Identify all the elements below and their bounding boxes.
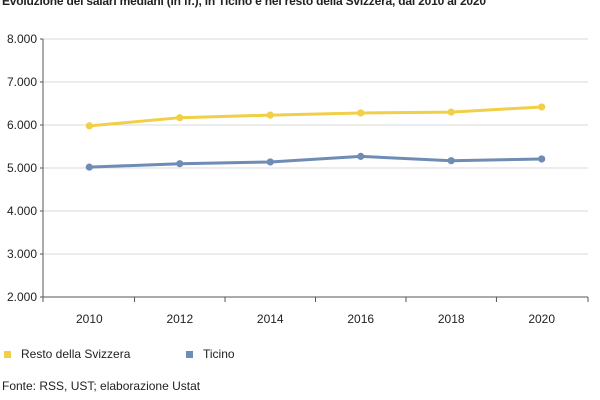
x-tick-label: 2016 xyxy=(347,312,374,326)
y-tick-label: 6.000 xyxy=(7,118,37,132)
source-note: Fonte: RSS, UST; elaborazione Ustat xyxy=(2,379,201,393)
gridlines xyxy=(43,38,588,298)
x-tick-label: 2014 xyxy=(257,312,284,326)
x-tick-label: 2018 xyxy=(438,312,465,326)
data-point-resto xyxy=(176,114,184,122)
y-tick-label: 5.000 xyxy=(7,161,37,175)
data-point-resto xyxy=(85,122,93,130)
legend-item-resto: Resto della Svizzera xyxy=(4,347,130,361)
data-point-resto xyxy=(266,111,274,119)
y-tick-label: 7.000 xyxy=(7,75,37,89)
data-point-resto xyxy=(447,108,455,116)
y-tick-label: 8.000 xyxy=(7,32,37,46)
y-tick-labels: 2.000 3.000 4.000 5.000 6.000 7.000 8.000 xyxy=(7,32,37,304)
data-point-ticino xyxy=(266,158,274,166)
data-point-ticino xyxy=(176,160,184,168)
data-point-ticino xyxy=(357,152,365,160)
x-tick-labels: 2010 2012 2014 2016 2018 2020 xyxy=(76,312,555,326)
x-tick-label: 2020 xyxy=(528,312,555,326)
series-lines xyxy=(85,103,546,171)
data-point-ticino xyxy=(538,155,546,163)
legend-label-resto: Resto della Svizzera xyxy=(21,347,131,361)
data-point-ticino xyxy=(85,163,93,171)
data-point-ticino xyxy=(447,157,455,165)
y-tick-label: 4.000 xyxy=(7,204,37,218)
legend-swatch-ticino xyxy=(186,350,193,358)
data-point-resto xyxy=(357,109,365,117)
data-point-resto xyxy=(538,103,546,111)
series-line-ticino xyxy=(89,154,542,169)
legend-swatch-resto xyxy=(4,350,11,358)
chart-title: Evoluzione dei salari mediani (in fr.), … xyxy=(2,0,486,8)
axes xyxy=(40,38,589,302)
x-tick-label: 2010 xyxy=(76,312,103,326)
legend-label-ticino: Ticino xyxy=(203,347,235,361)
x-tick-label: 2012 xyxy=(166,312,193,326)
series-line-resto xyxy=(89,105,542,128)
y-tick-label: 2.000 xyxy=(7,290,37,304)
legend-item-ticino: Ticino xyxy=(186,347,235,361)
y-tick-label: 3.000 xyxy=(7,247,37,261)
